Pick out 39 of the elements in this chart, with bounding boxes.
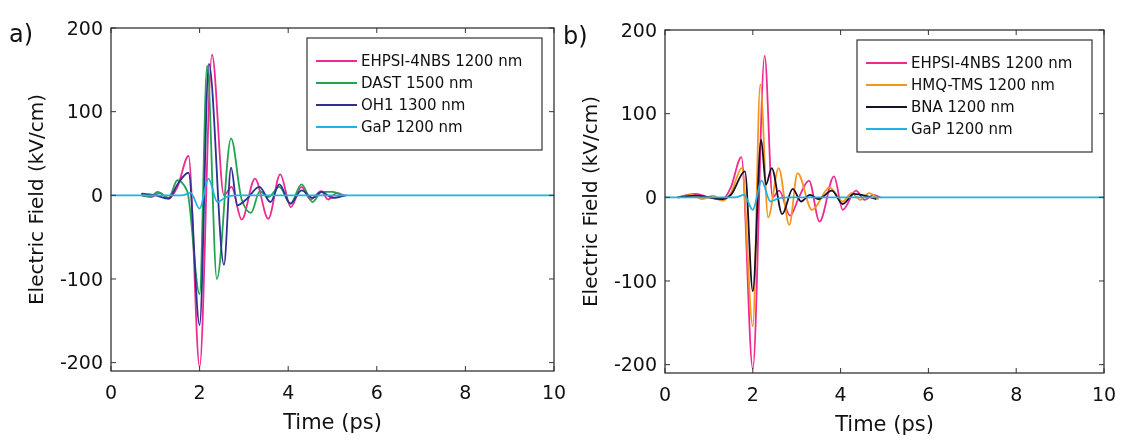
chart-title: a) xyxy=(9,20,34,48)
y-tick-label: -200 xyxy=(59,351,103,374)
legend-label: HMQ-TMS 1200 nm xyxy=(911,76,1055,95)
y-tick-label: 0 xyxy=(90,183,103,206)
chart-title: b) xyxy=(563,22,588,50)
x-tick-label: 6 xyxy=(370,381,383,403)
x-tick-label: 10 xyxy=(541,381,567,403)
legend-label: GaP 1200 nm xyxy=(361,118,463,137)
y-tick-label: -200 xyxy=(613,353,657,376)
legend-label: EHPSI-4NBS 1200 nm xyxy=(361,52,523,71)
line-series xyxy=(141,53,345,368)
legend-label: BNA 1200 nm xyxy=(911,98,1015,117)
y-tick-label: -100 xyxy=(613,269,657,292)
x-tick-label: 0 xyxy=(658,383,672,405)
y-axis-title: Electric Field (kV/cm) xyxy=(578,95,602,308)
y-tick-label: 200 xyxy=(66,16,103,39)
x-tick-label: 10 xyxy=(1091,383,1117,405)
x-axis-title: Time (ps) xyxy=(282,410,382,434)
y-tick-label: -100 xyxy=(59,267,103,290)
x-axis-title: Time (ps) xyxy=(834,412,934,436)
y-axis-title: Electric Field (kV/cm) xyxy=(24,93,48,306)
x-tick-label: 8 xyxy=(1010,383,1023,405)
line-series xyxy=(665,179,1104,211)
line-series xyxy=(111,177,554,210)
x-tick-label: 4 xyxy=(834,383,847,405)
y-tick-label: 100 xyxy=(66,100,103,123)
x-tick-label: 6 xyxy=(922,383,935,405)
x-tick-label: 4 xyxy=(282,381,295,403)
x-tick-label: 2 xyxy=(193,381,206,403)
legend-label: DAST 1500 nm xyxy=(361,74,474,93)
legend-label: GaP 1200 nm xyxy=(911,120,1013,139)
legend-label: EHPSI-4NBS 1200 nm xyxy=(911,54,1073,73)
y-tick-label: 200 xyxy=(620,18,657,41)
y-tick-label: 0 xyxy=(644,185,657,208)
y-tick-label: 100 xyxy=(620,102,657,125)
legend-label: OH1 1300 nm xyxy=(361,96,466,115)
x-tick-label: 2 xyxy=(746,383,759,405)
x-tick-label: 0 xyxy=(104,381,118,403)
x-tick-label: 8 xyxy=(459,381,472,403)
